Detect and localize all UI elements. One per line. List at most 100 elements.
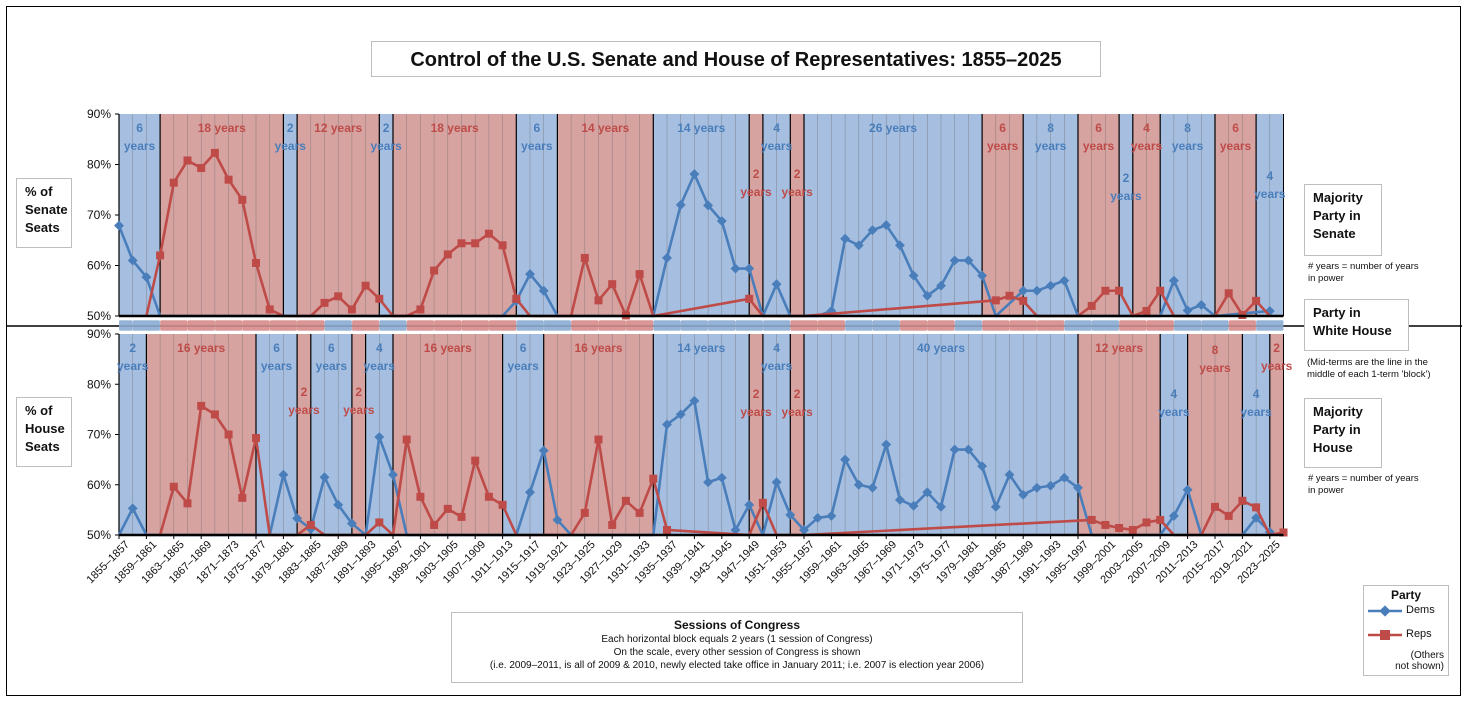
x-axis: 1855–18571859–18611863–18651867–18691871… (85, 535, 1283, 586)
house-rep-point (1087, 515, 1096, 524)
senate-block-label: 4 (1143, 121, 1150, 135)
house-control-block (749, 334, 763, 535)
senate-rep-point (457, 239, 466, 248)
senate-control-block (557, 114, 654, 316)
senate-rep-point (1142, 306, 1151, 315)
house-rep-point (484, 492, 493, 501)
senate-block-label: years (521, 139, 553, 153)
senate-block-label: 14 years (677, 121, 725, 135)
house-rep-point (210, 410, 219, 419)
house-block-label: 8 (1212, 343, 1219, 357)
senate-dem-point (127, 255, 138, 266)
senate-dem-point (1031, 285, 1042, 296)
white-house-block-overlay (379, 321, 407, 330)
senate-dem-point (716, 216, 727, 227)
white-house-block-overlay (1119, 321, 1174, 330)
senate-block-label: years (1254, 187, 1286, 201)
senate-y-tick-label: 70% (87, 208, 111, 222)
house-rep-point (1101, 520, 1110, 529)
house-dem-point (1182, 484, 1193, 495)
house-block-label: 4 (1171, 387, 1178, 401)
house-rep-point (443, 504, 452, 513)
senate-dem-point (949, 255, 960, 266)
house-block-label: 2 (129, 341, 136, 355)
house-dem-point (388, 469, 398, 480)
house-rep-point (430, 520, 439, 529)
majority-house-note: # years = number of years in power (1308, 473, 1419, 497)
reps-line-icon (1368, 630, 1402, 640)
house-rep-point (498, 500, 507, 509)
house-dem-point (894, 494, 905, 505)
senate-block-label: years (740, 185, 772, 199)
senate-block-label: years (124, 139, 156, 153)
house-y-tick-label: 70% (87, 428, 111, 442)
house-dem-point (292, 513, 303, 524)
legend-label-reps: Reps (1406, 628, 1432, 640)
house-dem-point (538, 445, 549, 456)
senate-block-label: years (370, 139, 402, 153)
dems-line-icon (1368, 605, 1402, 617)
white-house-note: (Mid-terms are the line in the middle of… (1307, 357, 1430, 381)
senate-dem-point (894, 240, 905, 251)
house-block-label: years (1261, 359, 1293, 373)
house-rep-point (621, 496, 630, 505)
senate-control-block (653, 114, 750, 316)
house-block-label: years (343, 403, 375, 417)
senate-dem-point (977, 270, 988, 281)
house-dem-point (319, 472, 330, 483)
senate-dem-point (771, 279, 782, 290)
senate-axis-label-line: Senate (25, 202, 68, 217)
majority-house-line: House (1313, 440, 1353, 455)
legend-label-dems: Dems (1406, 604, 1435, 616)
legend-note-line: not shown) (1395, 661, 1444, 672)
house-axis-label: % of House Seats (16, 397, 72, 467)
senate-rep-point (265, 305, 274, 314)
house-dem-point (662, 419, 672, 430)
x-axis-title-box: Sessions of Congress Each horizontal blo… (451, 612, 1023, 683)
white-house-block-overlay (571, 321, 654, 330)
senate-block-label: 2 (1123, 171, 1130, 185)
senate-rep-point (252, 258, 260, 267)
senate-block-label: 18 years (198, 121, 246, 135)
senate-dem-point (675, 199, 686, 210)
house-rep-point (457, 512, 466, 521)
senate-dem-point (1168, 275, 1179, 286)
senate-rep-point (635, 270, 644, 279)
house-block-label: years (1199, 361, 1231, 375)
house-block-label: 2 (794, 387, 801, 401)
white-house-block-overlay (516, 321, 572, 330)
house-dem-point (1045, 480, 1056, 491)
senate-rep-point (1252, 296, 1261, 305)
x-axis-note-line: On the scale, every other session of Con… (613, 647, 861, 658)
house-control-block (502, 334, 544, 535)
senate-block-label: years (275, 139, 307, 153)
house-block-label: years (261, 359, 293, 373)
majority-senate-line: Party in (1313, 208, 1361, 223)
note-line: (Mid-terms are the line in the (1307, 357, 1428, 368)
senate-axis-label: % of Senate Seats (16, 178, 72, 248)
senate-dem-point (703, 200, 714, 211)
senate-rep-point (210, 148, 219, 157)
senate-dem-point (744, 263, 755, 274)
senate-control-block (749, 114, 763, 316)
house-y-tick-label: 80% (87, 377, 111, 391)
senate-block-label: years (781, 185, 813, 199)
majority-house-line: Majority (1313, 404, 1363, 419)
white-house-block-overlay (1064, 321, 1120, 330)
house-dem-point (826, 510, 837, 521)
senate-rep-point (361, 281, 370, 290)
house-block-label: years (288, 403, 320, 417)
majority-house-line: Party in (1313, 422, 1361, 437)
house-rep-point (635, 508, 644, 517)
house-block-label: 6 (273, 341, 280, 355)
house-dem-point (949, 444, 960, 455)
house-rep-point (758, 498, 767, 507)
house-rep-point (183, 499, 192, 508)
house-block-label: years (364, 359, 396, 373)
white-house-block-overlay (653, 321, 791, 330)
note-line: # years = number of years (1308, 261, 1419, 272)
senate-rep-point (594, 296, 603, 305)
